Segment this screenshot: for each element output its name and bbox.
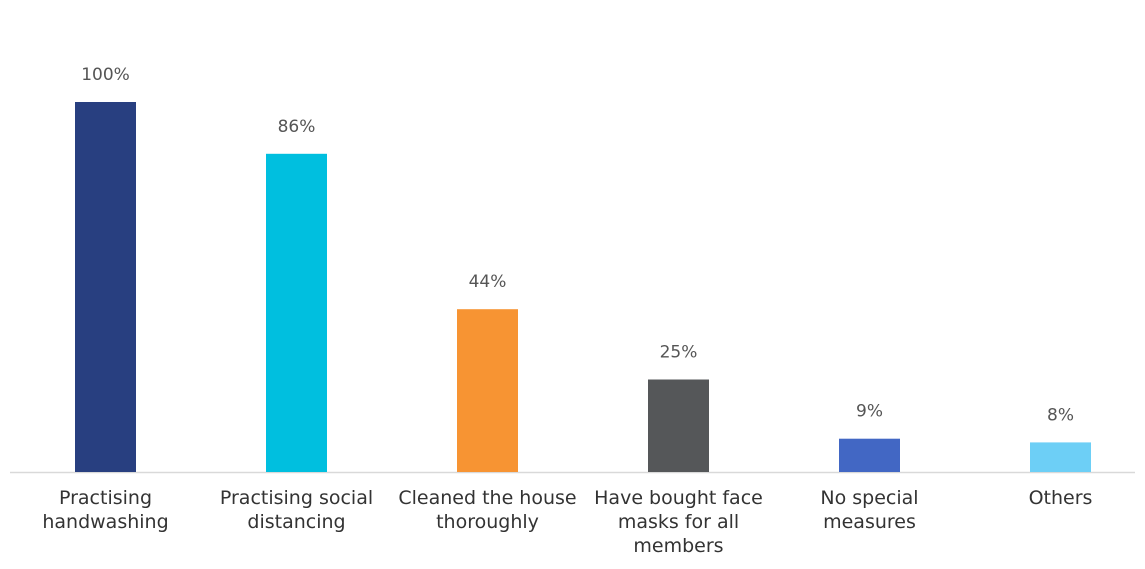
bar: [75, 102, 136, 472]
x-tick-label: Others: [1028, 487, 1093, 509]
bar: [266, 153, 327, 473]
x-tick-label: Practising social distancing: [219, 487, 374, 533]
bar: [457, 309, 518, 472]
value-label: 86%: [278, 117, 316, 137]
value-label: 100%: [81, 65, 130, 85]
x-tick-label: Cleaned the house thoroughly: [398, 487, 577, 533]
value-label: 44%: [469, 272, 507, 292]
value-label: 25%: [660, 343, 698, 363]
x-tick-label: Have bought face masks for all members: [594, 487, 763, 557]
value-label: 9%: [856, 402, 883, 422]
x-tick-label: Practising handwashing: [42, 487, 169, 533]
value-label: 8%: [1047, 405, 1074, 425]
bar: [1030, 442, 1091, 472]
bar: [839, 438, 900, 472]
bar: [648, 379, 709, 472]
x-tick-label: No special measures: [820, 487, 919, 533]
